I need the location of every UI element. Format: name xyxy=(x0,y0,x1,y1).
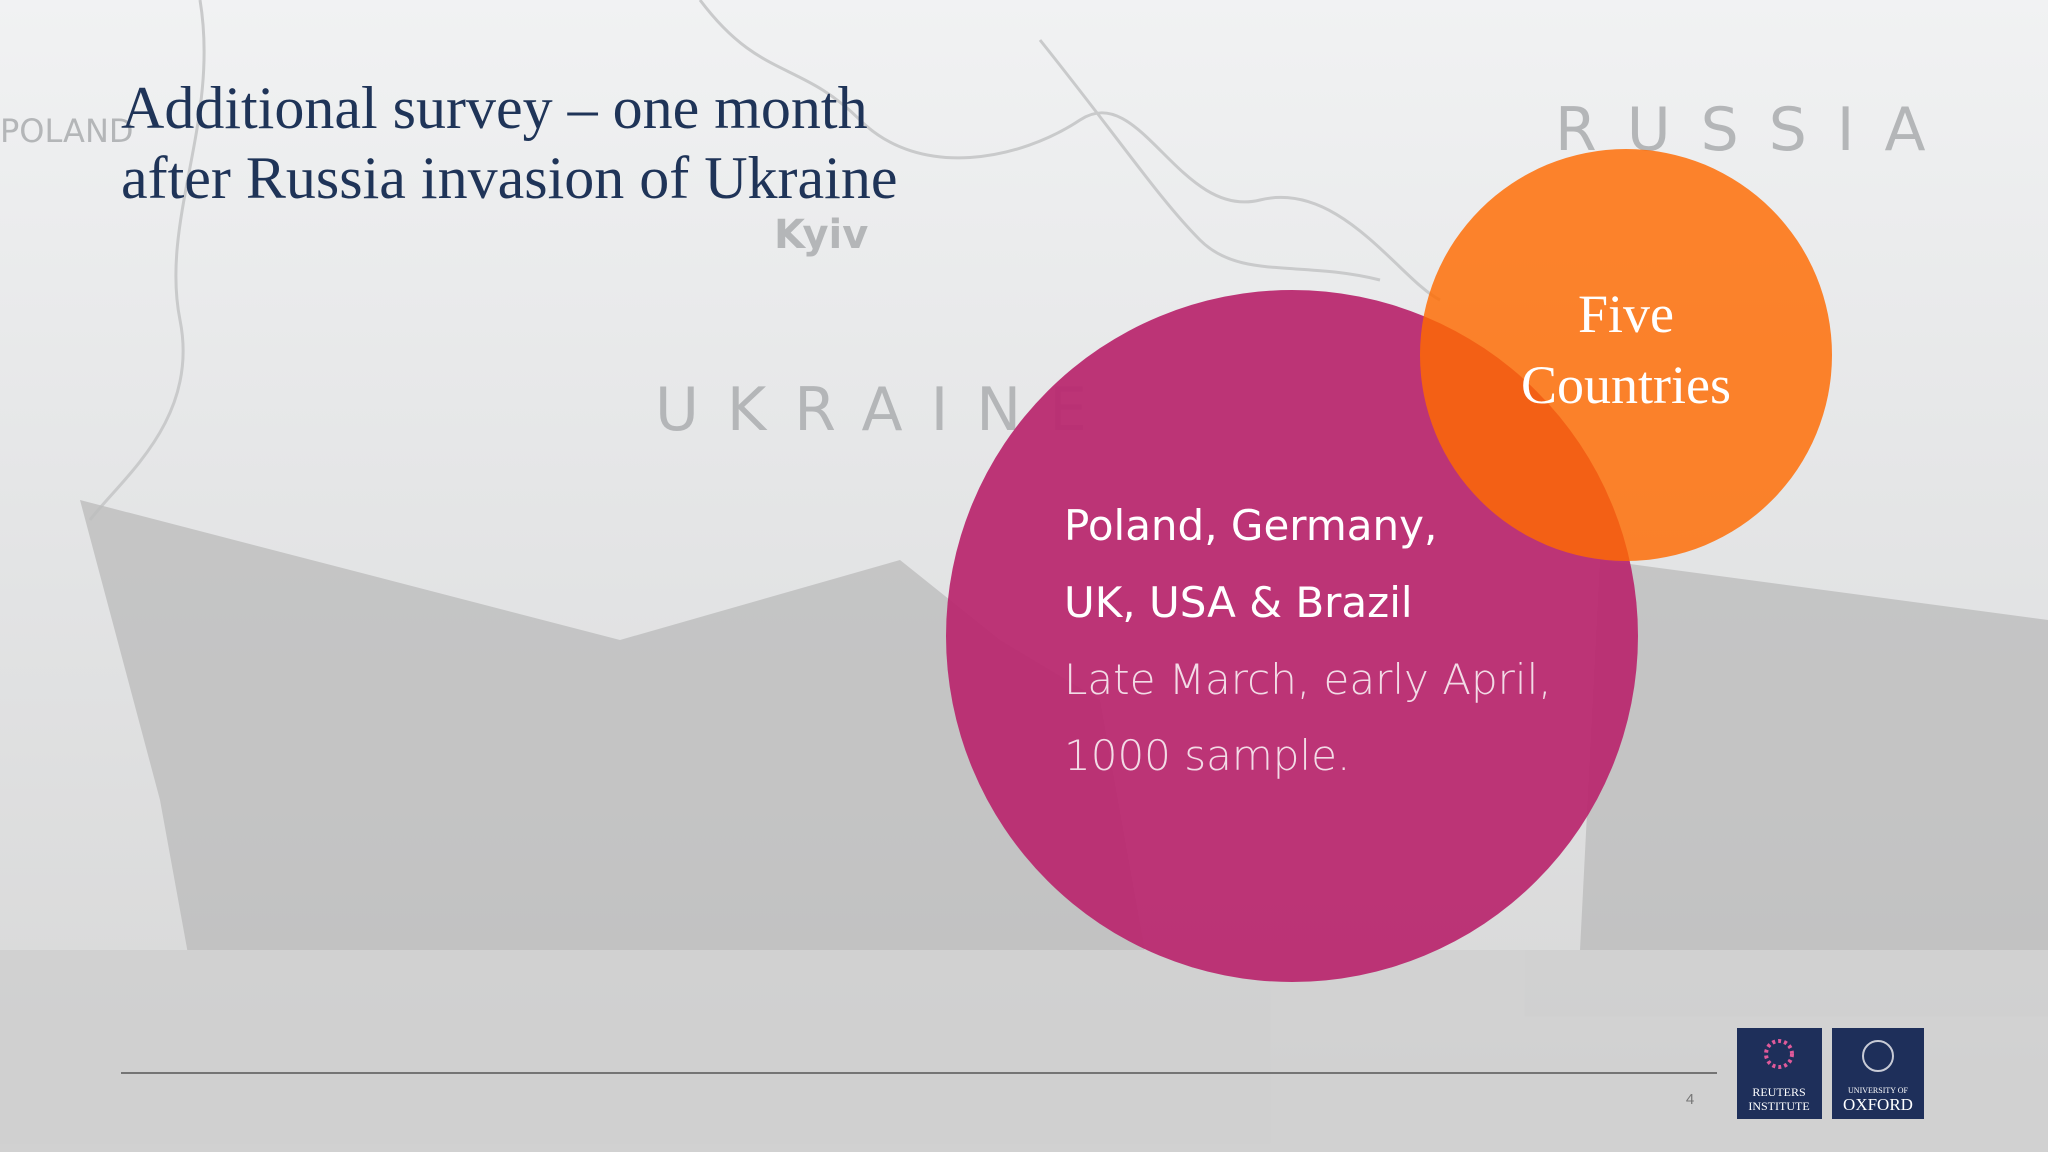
tank-silhouettes xyxy=(0,500,2048,1152)
title-line: after Russia invasion of Ukraine xyxy=(121,145,897,211)
pink-light-line: 1000 sample. xyxy=(1064,731,1350,780)
title: Additional survey – one month after Russ… xyxy=(121,75,897,211)
logo-box xyxy=(1737,1028,1822,1119)
logo-text: INSTITUTE xyxy=(1748,1099,1809,1113)
map-label: Kyiv xyxy=(774,212,868,258)
reuters-logo: REUTERS INSTITUTE xyxy=(1737,1028,1822,1119)
pink-text: Poland, Germany, UK, USA & Brazil Late M… xyxy=(1064,501,1552,780)
orange-text: Five Countries xyxy=(1521,284,1731,415)
map-borders xyxy=(88,0,1441,521)
orange-line: Countries xyxy=(1521,355,1731,415)
oxford-logo: UNIVERSITY OF OXFORD xyxy=(1832,1028,1924,1119)
pink-bold-line: UK, USA & Brazil xyxy=(1064,578,1413,627)
orange-circle xyxy=(1420,149,1832,561)
orange-line: Five xyxy=(1578,284,1674,344)
page-number: 4 xyxy=(1686,1091,1694,1108)
logo-text: REUTERS xyxy=(1752,1085,1805,1099)
pink-light-line: Late March, early April, xyxy=(1064,655,1552,704)
map-label: POLAND xyxy=(0,112,134,150)
logo-box xyxy=(1832,1028,1924,1119)
logo-mark xyxy=(1764,1039,1794,1069)
pink-bold-line: Poland, Germany, xyxy=(1064,501,1437,550)
title-line: Additional survey – one month xyxy=(121,75,868,141)
logo-mark xyxy=(1862,1040,1894,1072)
map-labels: POLAND Kyiv UKRAINE RUSSIA xyxy=(0,95,1926,445)
logo-text: UNIVERSITY OF xyxy=(1848,1086,1908,1095)
logo-text: OXFORD xyxy=(1843,1095,1913,1114)
